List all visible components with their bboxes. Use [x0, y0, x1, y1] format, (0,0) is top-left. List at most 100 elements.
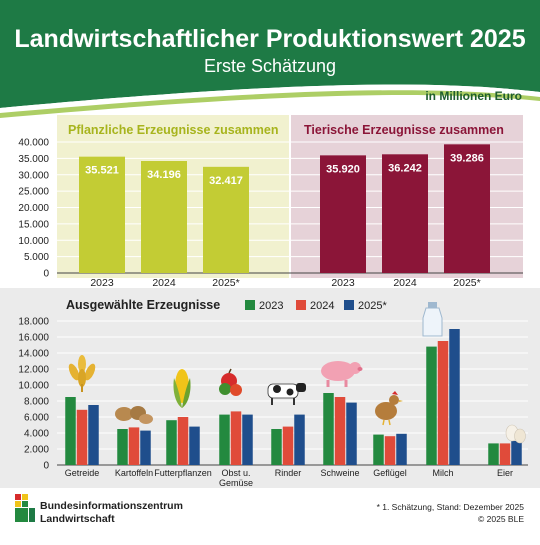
cow-icon [267, 383, 306, 405]
top-x-tick-label: 2025* [453, 277, 480, 289]
ble-logo-icon [15, 494, 35, 522]
header: Landwirtschaftlicher Produktionswert 202… [0, 0, 540, 118]
bottom-bar [177, 417, 189, 465]
bottom-x-tick-label: Futterpflanzen [154, 468, 212, 478]
top-y-tick-label: 10.000 [18, 236, 49, 247]
org-name-line2: Landwirtschaft [40, 513, 115, 525]
bottom-y-tick-label: 14.000 [18, 349, 49, 360]
top-bar-value-label: 39.286 [450, 152, 484, 164]
top-bar [203, 166, 249, 273]
bottom-bar [346, 402, 357, 465]
top-bar-value-label: 32.417 [209, 175, 243, 187]
grain-icon [68, 355, 96, 392]
bottom-bar [76, 409, 88, 465]
bottom-x-tick-label: Schweine [320, 468, 359, 478]
chicken-icon [375, 391, 403, 426]
legend-label-2024: 2024 [310, 300, 334, 312]
bottom-bar [271, 429, 282, 465]
bottom-y-tick-label: 12.000 [18, 365, 49, 376]
bottom-x-tick-label: Geflügel [373, 468, 407, 478]
bottom-x-tick-label: Obst u. [221, 468, 250, 478]
header-white-swoosh [0, 84, 540, 113]
animal-panel-title: Tierische Erzeugnisse zusammen [304, 123, 504, 137]
product-icons [68, 302, 526, 444]
bottom-bar [334, 397, 346, 465]
bottom-bar [437, 341, 449, 465]
bottom-bar [323, 393, 334, 465]
top-y-tick-label: 40.000 [18, 138, 49, 149]
bottom-chart-bars: Getreide Kartoffeln Futterpflanzen Obst u.G… [65, 329, 522, 488]
bottom-chart-title: Ausgewählte Erzeugnisse [66, 298, 220, 312]
bottom-legend: 2023 2024 2025* [245, 300, 387, 312]
bottom-bar [294, 414, 305, 465]
top-bar [382, 154, 428, 273]
top-chart-bars: 35.521 2023 34.196 2024 32.417 2025* 35.920 202… [79, 144, 490, 289]
top-y-tick-label: 0 [43, 269, 49, 280]
bottom-bar [189, 426, 200, 465]
top-y-tick-label: 20.000 [18, 203, 49, 214]
bottom-bar [511, 441, 522, 465]
top-x-tick-label: 2025* [212, 277, 239, 289]
bottom-bar [128, 427, 140, 465]
top-bar [79, 156, 125, 273]
header-light-green-swoosh [0, 90, 540, 118]
bottom-bar [488, 443, 499, 465]
bottom-x-tick-label: Getreide [65, 468, 100, 478]
bottom-x-tick-label: Kartoffeln [115, 468, 153, 478]
bottom-y-tick-label: 4.000 [24, 429, 49, 440]
bottom-y-tick-label: 10.000 [18, 381, 49, 392]
bottom-x-tick-label: Eier [497, 468, 513, 478]
page-title: Landwirtschaftlicher Produktionswert 202… [14, 25, 525, 53]
bottom-bar [384, 436, 396, 465]
top-bar-value-label: 35.920 [326, 163, 360, 175]
legend-swatch-2024 [296, 300, 306, 310]
top-y-tick-label: 30.000 [18, 170, 49, 181]
bottom-bar [373, 434, 384, 465]
bottom-bar [499, 443, 511, 465]
bottom-bar [426, 346, 437, 465]
bottom-bar [230, 411, 242, 465]
top-bar [141, 161, 187, 273]
bottom-bar [242, 414, 253, 465]
header-background [0, 0, 540, 108]
footer: Bundesinformationszentrum Landwirtschaft… [15, 494, 524, 525]
org-name-line1: Bundesinformationszentrum [40, 500, 183, 512]
top-x-tick-label: 2023 [90, 277, 114, 289]
top-x-tick-label: 2024 [393, 277, 417, 289]
top-x-tick-label: 2023 [331, 277, 355, 289]
footnote: * 1. Schätzung, Stand: Dezember 2025 [377, 502, 525, 512]
unit-label: in Millionen Euro [425, 89, 522, 103]
top-bar [320, 155, 366, 273]
bottom-y-tick-label: 2.000 [24, 445, 49, 456]
bottom-x-tick-label: Gemüse [219, 478, 253, 488]
top-y-tick-label: 5.000 [24, 252, 49, 263]
bottom-bar [449, 329, 460, 465]
bottom-bar [88, 405, 99, 465]
top-bar [444, 144, 490, 273]
bottom-y-tick-label: 0 [43, 461, 49, 472]
pig-icon [321, 361, 363, 387]
top-y-tick-label: 15.000 [18, 219, 49, 230]
bottom-bar [117, 429, 128, 465]
bottom-bar [396, 433, 407, 465]
bottom-x-tick-label: Milch [432, 468, 453, 478]
corn-icon [173, 369, 191, 408]
legend-label-2025: 2025* [358, 300, 387, 312]
bottom-y-tick-label: 16.000 [18, 333, 49, 344]
bottom-y-tick-label: 6.000 [24, 413, 49, 424]
copyright: © 2025 BLE [478, 514, 524, 524]
bottom-bar [65, 397, 76, 465]
potato-icon [115, 406, 153, 424]
top-bar-value-label: 35.521 [85, 165, 119, 177]
legend-swatch-2025 [344, 300, 354, 310]
bottom-bar [140, 430, 151, 465]
milk-bottle-icon [422, 302, 443, 337]
page-subtitle: Erste Schätzung [204, 56, 336, 76]
top-y-tick-label: 35.000 [18, 154, 49, 165]
bottom-y-tick-label: 8.000 [24, 397, 49, 408]
bottom-bar [219, 414, 230, 465]
plant-panel-title: Pflanzliche Erzeugnisse zusammen [68, 123, 279, 137]
top-x-tick-label: 2024 [152, 277, 176, 289]
